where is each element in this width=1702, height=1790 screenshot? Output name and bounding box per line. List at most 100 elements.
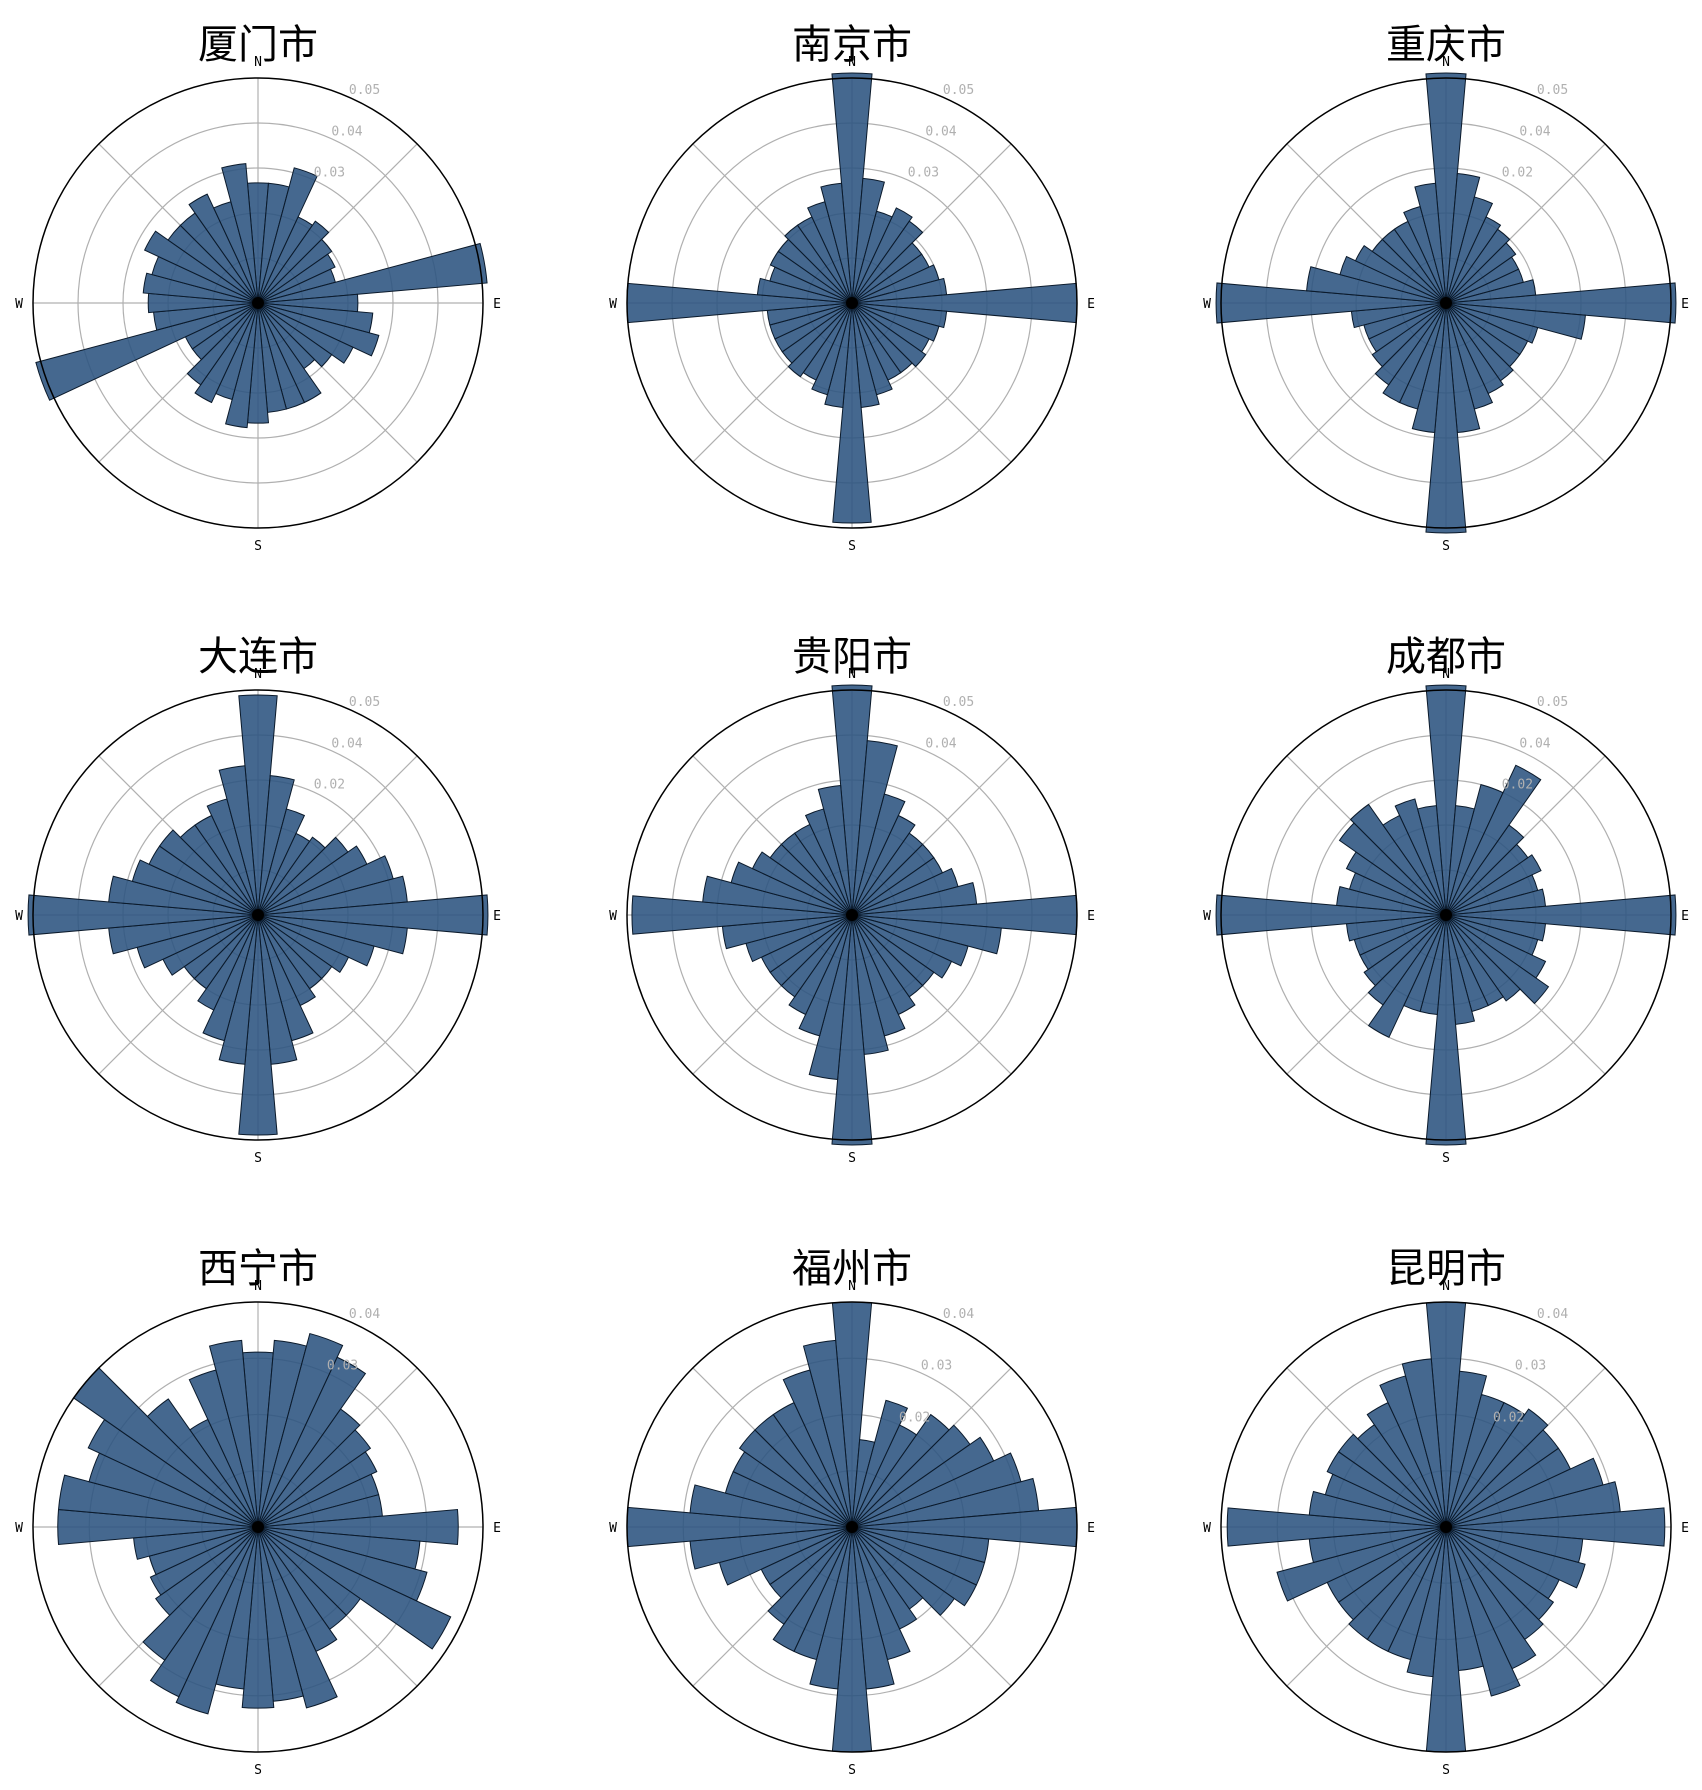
radial-tick-label: 0.03 — [1515, 1359, 1546, 1374]
polar-frame — [1220, 689, 1672, 1141]
direction-label: W — [609, 297, 617, 312]
center-dot — [846, 297, 858, 309]
rose-bar — [257, 1509, 459, 1545]
rose-bar — [131, 859, 259, 916]
rose-bar — [257, 302, 354, 364]
direction-label: N — [1442, 667, 1450, 682]
rose-bar — [257, 1356, 367, 1528]
rose-bar — [194, 302, 259, 404]
rose-bar — [851, 207, 913, 304]
rose-bar — [1445, 824, 1525, 916]
rose-bar — [155, 1526, 259, 1617]
rose-bar — [820, 182, 853, 304]
rose-bar — [1371, 302, 1447, 368]
rose-bar — [241, 1526, 275, 1709]
rose-bar — [35, 302, 259, 401]
rose-bar — [257, 1526, 452, 1650]
rose-bar — [1354, 245, 1447, 304]
rose-bar — [1445, 282, 1677, 324]
rose-bar — [257, 242, 488, 304]
rose-bar — [221, 163, 259, 304]
center-dot — [252, 297, 264, 309]
radial-tick-label: 0.05 — [349, 83, 380, 98]
rose-panel: 西宁市 0.03 0.04 N E S W — [15, 1246, 501, 1778]
rose-panel: 大连市 0.02 0.04 0.05 N E S W — [15, 634, 501, 1166]
rose-bar — [831, 72, 873, 304]
direction-label: N — [254, 55, 262, 70]
center-dot — [846, 909, 858, 921]
radial-tick-label: 0.05 — [1537, 83, 1568, 98]
radial-tick-label: 0.03 — [908, 166, 939, 181]
rose-bar — [1445, 914, 1521, 1002]
rose-bar — [1215, 894, 1447, 936]
radial-tick-label: 0.05 — [943, 83, 974, 98]
rose-bar — [202, 914, 259, 1042]
panel-title: 厦门市 — [198, 22, 318, 68]
rose-bar — [197, 914, 259, 1011]
rose-bar — [767, 1526, 853, 1625]
rose-bar — [1215, 282, 1447, 324]
rose-bar — [831, 914, 873, 1146]
direction-label: S — [848, 539, 856, 554]
polar-frame — [32, 77, 484, 529]
rose-bar — [788, 914, 853, 1016]
polar-frame — [32, 1301, 484, 1753]
rose-bar — [1394, 798, 1447, 916]
direction-label: W — [609, 909, 617, 924]
radial-tick-label: 0.02 — [1502, 166, 1533, 181]
direction-label: W — [1203, 909, 1211, 924]
rose-bar — [257, 302, 333, 368]
radial-tick-label: 0.04 — [331, 124, 362, 139]
direction-label: W — [15, 909, 23, 924]
center-dot — [252, 1521, 264, 1533]
rose-bar — [1349, 803, 1447, 916]
rose-bar — [1367, 914, 1447, 1039]
direction-label: S — [848, 1763, 856, 1778]
direction-label: E — [1681, 1521, 1689, 1536]
rose-bar — [1337, 1433, 1447, 1528]
rose-bar — [851, 1526, 978, 1607]
radial-tick-label: 0.02 — [1502, 778, 1533, 793]
rose-bar — [186, 302, 259, 386]
radial-tick-label: 0.04 — [331, 736, 362, 751]
rose-bar — [1414, 182, 1447, 304]
center-dot — [846, 1521, 858, 1533]
polar-frame — [626, 77, 1078, 529]
rose-bar — [257, 1429, 372, 1528]
radial-tick-label: 0.04 — [349, 1307, 380, 1322]
rose-bar — [175, 1526, 259, 1715]
rose-bar — [1445, 1408, 1549, 1528]
rose-bar — [257, 1526, 338, 1709]
rose-bar — [238, 694, 278, 916]
rose-bar — [257, 302, 380, 357]
center-dot — [252, 909, 264, 921]
polar-frame — [1220, 77, 1672, 529]
rose-bar — [851, 1526, 955, 1617]
rose-bar — [146, 1398, 259, 1528]
direction-label: N — [1442, 55, 1450, 70]
rose-bar — [1416, 805, 1447, 916]
direction-label: N — [848, 55, 856, 70]
rose-bar — [1401, 1358, 1447, 1528]
rose-bar — [218, 765, 259, 916]
rose-panel: 成都市 0.02 0.04 0.05 N E S W — [1203, 634, 1689, 1166]
radial-tick-label: 0.04 — [1519, 124, 1550, 139]
direction-label: E — [493, 297, 501, 312]
polar-frame — [32, 689, 484, 1141]
center-dot — [1440, 297, 1452, 309]
rose-bar — [1339, 255, 1447, 304]
rose-bar — [1425, 914, 1467, 1146]
direction-label: W — [1203, 1521, 1211, 1536]
rose-bar — [1445, 854, 1542, 916]
rose-bar — [832, 302, 872, 524]
rose-bar — [149, 1526, 259, 1596]
radial-tick-label: 0.02 — [1493, 1410, 1524, 1425]
direction-label: E — [1087, 909, 1095, 924]
rose-bar — [1445, 242, 1517, 304]
radial-tick-label: 0.04 — [1519, 736, 1550, 751]
rose-bar — [851, 793, 906, 916]
direction-label: S — [1442, 1151, 1450, 1166]
center-dot — [1440, 1521, 1452, 1533]
rose-panel: 福州市 0.02 0.03 0.04 N E S W — [609, 1246, 1095, 1778]
